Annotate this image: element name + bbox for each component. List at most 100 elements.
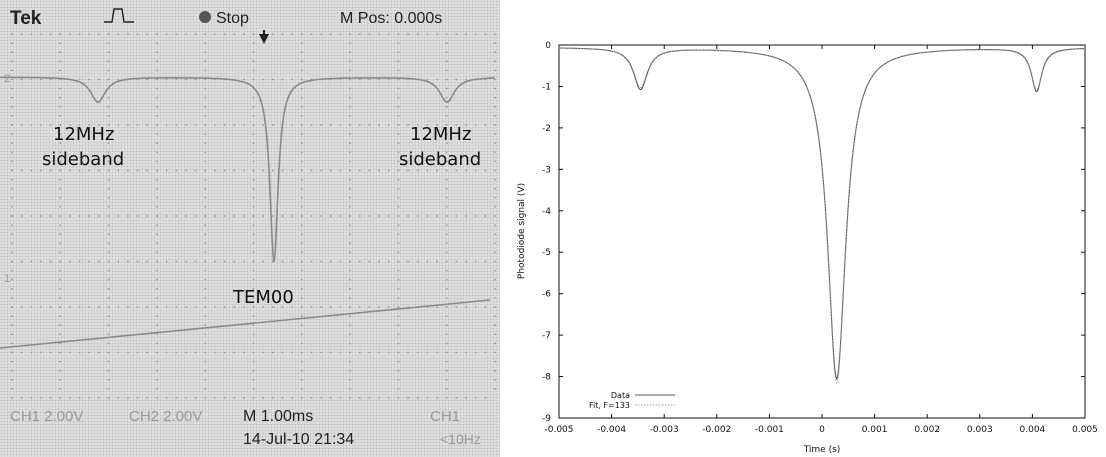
scope-grid-dot (59, 306, 62, 308)
scope-grid-dot (358, 397, 361, 399)
scope-grid-dot (30, 169, 33, 172)
scope-grid-dot (59, 260, 62, 263)
scope-grid-dot (349, 42, 351, 44)
scope-grid-dot (59, 278, 62, 281)
scope-grid-dot (494, 115, 496, 117)
scope-grid-dot (11, 151, 13, 154)
trigger-status: Stop (216, 10, 249, 27)
scope-grid-dot (107, 187, 110, 190)
scope-grid-dot (484, 397, 487, 399)
scope-grid-dot (146, 169, 149, 172)
x-tick-label: -0.002 (702, 425, 731, 435)
scope-grid-dot (445, 397, 448, 399)
scope-grid-dot (310, 306, 313, 308)
scope-grid-dot (204, 278, 207, 281)
scope-grid-dot (107, 124, 110, 126)
scope-grid-dot (136, 260, 139, 263)
scope-grid-dot (494, 233, 496, 236)
scope-grid-dot (252, 397, 255, 399)
scope-grid-dot (320, 260, 323, 263)
scope-grid-dot (291, 215, 294, 217)
scope-grid-dot (107, 78, 110, 81)
y-tick-label: -1 (542, 82, 551, 92)
scope-grid-dot (349, 242, 351, 245)
scope-grid-dot (30, 306, 33, 308)
scope-grid-dot (358, 124, 361, 126)
scope-grid-dot (213, 260, 216, 263)
y-tick-label: -5 (542, 248, 551, 258)
scope-grid-dot (494, 69, 496, 72)
scope-grid-dot (223, 124, 226, 126)
scope-grid-dot (271, 351, 274, 354)
scope-grid-dot (194, 169, 197, 172)
scope-grid-dot (426, 215, 429, 217)
scope-grid-dot (165, 78, 168, 81)
scope-grid-dot (59, 233, 62, 236)
scope-grid-dot (300, 60, 303, 63)
scope-grid-dot (11, 287, 13, 290)
scope-grid-dot (136, 306, 139, 308)
scope-grid-dot (455, 78, 458, 81)
scope-grid-dot (387, 33, 390, 35)
scope-grid-dot (455, 215, 458, 217)
scope-grid-dot (242, 351, 245, 354)
scope-grid-dot (252, 306, 255, 308)
scope-grid-dot (175, 260, 178, 263)
scope-grid-dot (494, 287, 496, 290)
scope-grid-dot (416, 33, 419, 35)
scope-grid-dot (397, 260, 400, 263)
scope-grid-dot (136, 169, 139, 172)
scope-grid-dot (59, 33, 62, 35)
scope-grid-dot (349, 306, 351, 308)
scope-grid-dot (252, 315, 255, 317)
scope-grid-dot (397, 378, 400, 381)
scope-grid-dot (107, 342, 110, 345)
scope-grid-dot (445, 78, 448, 81)
scope-grid-dot (59, 105, 62, 108)
scope-grid-dot (107, 224, 110, 227)
scope-grid-dot (252, 42, 255, 44)
scope-grid-dot (262, 260, 265, 263)
scope-grid-dot (494, 224, 496, 227)
scope-grid-dot (59, 69, 62, 72)
scope-grid-dot (59, 187, 62, 190)
scope-grid-dot (445, 378, 448, 381)
scope-grid-dot (445, 251, 448, 254)
scope-grid-dot (262, 397, 265, 399)
scope-grid-dot (223, 397, 226, 399)
scope-grid-dot (59, 51, 62, 54)
scope-grid-dot (320, 215, 323, 217)
scope-grid-dot (204, 397, 207, 399)
scope-grid-dot (320, 351, 323, 354)
scope-grid-dot (436, 351, 438, 354)
scope-grid-dot (223, 215, 226, 217)
scope-grid-dot (484, 124, 487, 126)
scope-grid-dot (349, 196, 351, 199)
scope-grid-dot (407, 124, 409, 126)
scope-grid-dot (204, 151, 207, 154)
scope-grid-dot (252, 224, 255, 227)
scope-grid-dot (156, 260, 158, 263)
scope-grid-dot (494, 78, 496, 81)
scope-grid-dot (88, 78, 91, 81)
scope-grid-dot (11, 369, 13, 372)
scope-grid-dot (11, 233, 13, 236)
scope-grid-dot (407, 215, 409, 217)
scope-grid-dot (156, 142, 158, 145)
scope-grid-dot (204, 297, 207, 299)
scope-grid-dot (378, 215, 380, 217)
scope-grid-dot (40, 397, 42, 399)
scope-grid-dot (49, 306, 52, 308)
scope-grid-dot (252, 233, 255, 236)
scope-grid-dot (320, 169, 323, 172)
scope-grid-dot (455, 306, 458, 308)
scope-grid-dot (107, 233, 110, 236)
scope-grid-dot (387, 78, 390, 81)
scope-grid-dot (156, 287, 158, 290)
scope-grid-dot (474, 169, 477, 172)
scope-grid-dot (349, 160, 351, 163)
scope-grid-dot (107, 242, 110, 245)
scope-grid-dot (204, 388, 207, 390)
scope-grid-dot (252, 133, 255, 136)
scope-grid-dot (300, 206, 303, 208)
